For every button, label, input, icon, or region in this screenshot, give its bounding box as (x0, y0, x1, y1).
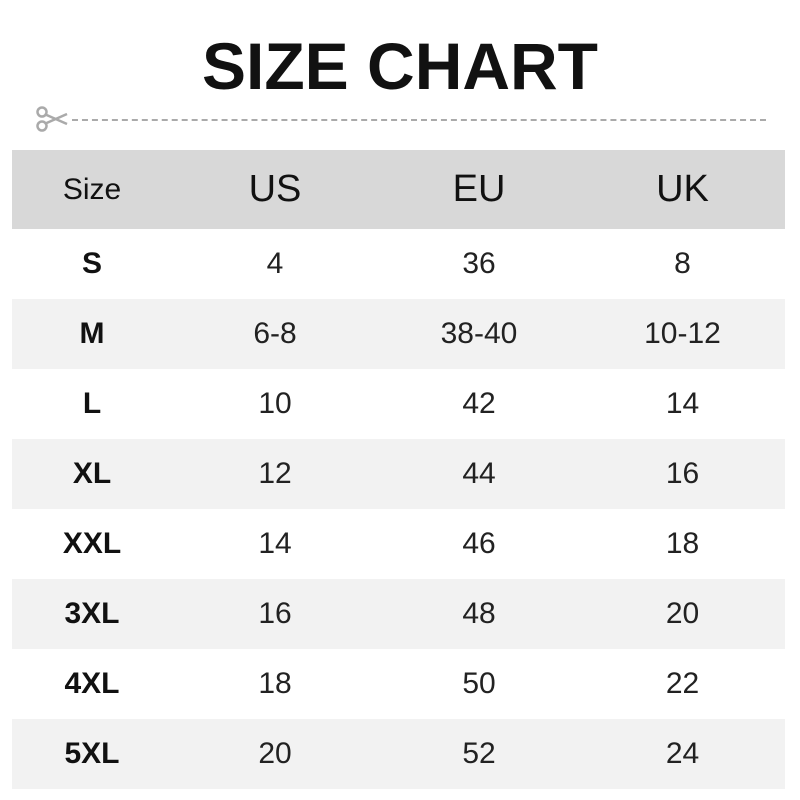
table-row: 5XL 20 52 24 (12, 719, 785, 789)
cell-us: 10 (258, 387, 292, 420)
cell-size: S (81, 247, 102, 280)
cell-uk: 20 (665, 597, 700, 630)
cell-size: 4XL (64, 667, 120, 700)
header-eu: EU (452, 168, 506, 210)
cell-eu: 52 (462, 737, 496, 770)
table-header: Size US EU UK (12, 150, 785, 229)
cell-eu: 44 (462, 457, 496, 490)
cell-uk: 22 (665, 667, 700, 700)
cell-eu: 42 (462, 387, 496, 420)
page-title: SIZE CHART (202, 29, 598, 103)
cell-us: 20 (258, 737, 292, 770)
cell-size: L (82, 387, 102, 420)
table-row: 4XL 18 50 22 (12, 649, 785, 719)
cell-us: 16 (258, 597, 292, 630)
cell-uk: 8 (674, 247, 691, 280)
cell-us: 6-8 (253, 317, 297, 350)
cell-uk: 18 (665, 527, 700, 560)
cell-size: 5XL (64, 737, 120, 770)
cell-us: 4 (266, 247, 284, 280)
header-size: Size (62, 172, 122, 206)
cut-line (36, 106, 766, 132)
table-row: 3XL 16 48 20 (12, 579, 785, 649)
table-row: XL 12 44 16 (12, 439, 785, 509)
header-us: US (248, 168, 302, 210)
cell-eu: 38-40 (440, 317, 518, 350)
scissors-icon (36, 106, 68, 132)
cell-eu: 46 (462, 527, 496, 560)
cell-eu: 48 (462, 597, 496, 630)
dashed-line (72, 119, 766, 121)
size-table: Size US EU UK S 4 36 8 M 6-8 38-40 10-12 L 10 42 14… (12, 150, 785, 789)
cell-eu: 36 (462, 247, 496, 280)
table-row: XXL 14 46 18 (12, 509, 785, 579)
cell-size: 3XL (64, 597, 120, 630)
cell-uk: 10-12 (644, 317, 721, 350)
cell-size: M (79, 317, 105, 350)
cell-uk: 24 (665, 737, 700, 770)
cell-size: XL (72, 457, 112, 490)
cell-us: 14 (258, 527, 292, 560)
table-row: L 10 42 14 (12, 369, 785, 439)
cell-eu: 50 (462, 667, 496, 700)
cell-uk: 16 (665, 457, 700, 490)
header-uk: UK (656, 168, 709, 210)
cell-size: XXL (62, 527, 122, 560)
cell-uk: 14 (665, 387, 700, 420)
cell-us: 12 (258, 457, 292, 490)
cell-us: 18 (258, 667, 292, 700)
table-row: S 4 36 8 (12, 229, 785, 299)
table-row: M 6-8 38-40 10-12 (12, 299, 785, 369)
